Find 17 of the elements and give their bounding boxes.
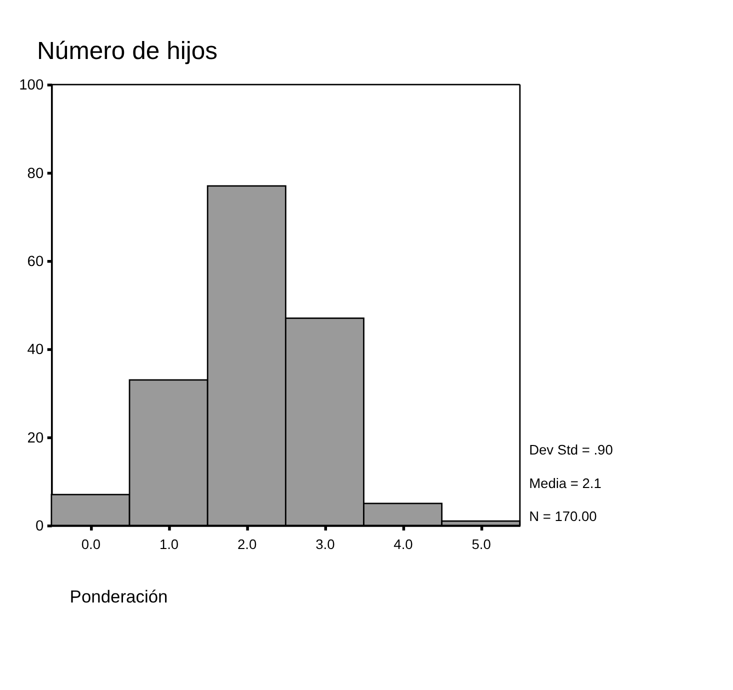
x-tick-label: 5.0 <box>472 536 492 552</box>
chart-title: Número de hijos <box>37 38 218 65</box>
y-tick-label: 40 <box>27 342 44 358</box>
text: N = 170.00 <box>529 508 598 524</box>
x-tick-label: 1.0 <box>159 536 179 552</box>
text: Media = 2.1 <box>529 476 602 491</box>
text: Ponderación <box>70 586 168 607</box>
y-tick-label: 0 <box>35 518 44 535</box>
x-tick-label: 3.0 <box>316 536 336 552</box>
x-tick-label: 0.0 <box>81 536 101 552</box>
x-tick-label: 4.0 <box>394 536 414 552</box>
x-tick-label: 2.0 <box>238 536 257 552</box>
y-tick-label: 60 <box>27 254 44 270</box>
y-tick-label: 20 <box>27 430 44 446</box>
y-tick-label: 80 <box>27 166 44 182</box>
y-tick-label: 100 <box>19 78 44 94</box>
text: Dev Std = .90 <box>529 442 614 458</box>
